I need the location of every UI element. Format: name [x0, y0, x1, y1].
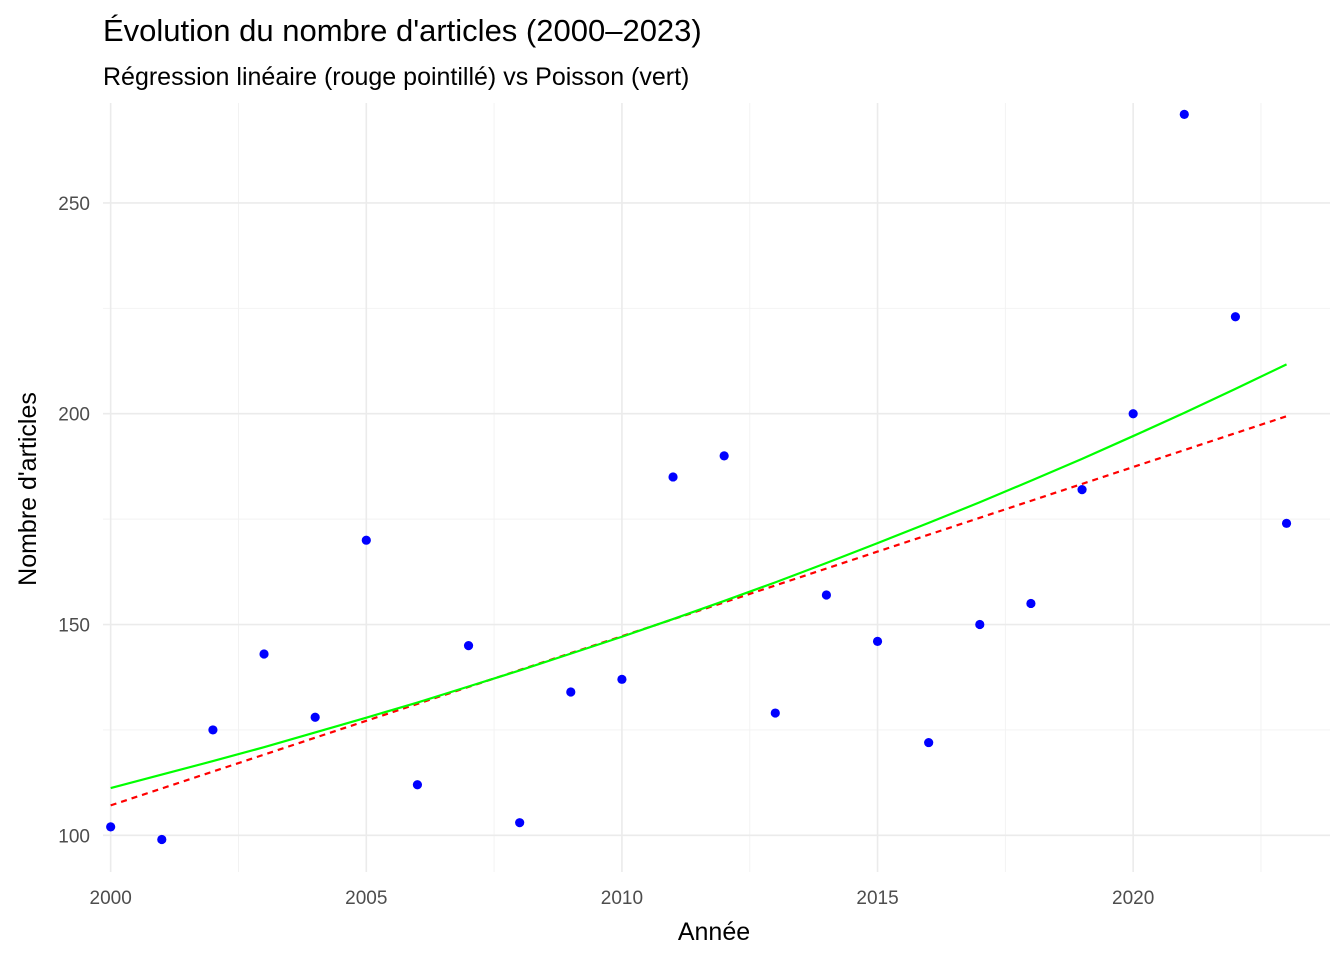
- data-point: [1230, 312, 1241, 322]
- data-point: [975, 619, 985, 630]
- data-point: [1179, 109, 1189, 119]
- x-tick-label: 2020: [1112, 888, 1154, 909]
- x-tick-label: 2000: [90, 888, 132, 909]
- data-point: [463, 641, 474, 651]
- x-tick-label: 2010: [601, 888, 643, 909]
- data-point: [617, 674, 627, 684]
- grid: [103, 103, 1330, 872]
- data-point: [872, 636, 883, 646]
- y-tick-label: 100: [58, 826, 90, 847]
- x-axis-title: Année: [678, 918, 750, 946]
- y-axis-title: Nombre d'articles: [14, 392, 42, 586]
- x-tick-label: 2015: [856, 888, 898, 909]
- data-point: [770, 708, 780, 718]
- data-point: [106, 822, 116, 832]
- plot-area: [106, 109, 1292, 845]
- y-tick-label: 150: [58, 616, 90, 637]
- y-tick-label: 250: [58, 194, 90, 215]
- data-point: [719, 451, 729, 461]
- data-point: [208, 725, 218, 735]
- data-point: [821, 590, 832, 600]
- poisson-regression-line: [110, 363, 1288, 790]
- y-tick-label: 200: [58, 405, 90, 426]
- tick-labels: 2000 2005 2010 2015 2020 100 150 200 250: [58, 194, 1154, 909]
- chart-title: Évolution du nombre d'articles (2000–202…: [103, 13, 702, 48]
- data-point: [1026, 598, 1036, 609]
- data-point: [412, 780, 423, 790]
- data-point: [566, 687, 576, 697]
- data-point: [1281, 518, 1292, 528]
- data-point: [259, 649, 269, 659]
- data-point: [1077, 485, 1087, 495]
- data-point: [361, 535, 371, 545]
- data-point: [310, 712, 320, 722]
- chart-subtitle: Régression linéaire (rouge pointillé) vs…: [103, 63, 689, 91]
- data-point: [924, 737, 934, 748]
- data-point: [668, 472, 678, 482]
- data-point: [1128, 409, 1138, 419]
- data-point: [515, 818, 525, 828]
- data-point: [157, 834, 167, 845]
- x-tick-label: 2005: [345, 888, 387, 909]
